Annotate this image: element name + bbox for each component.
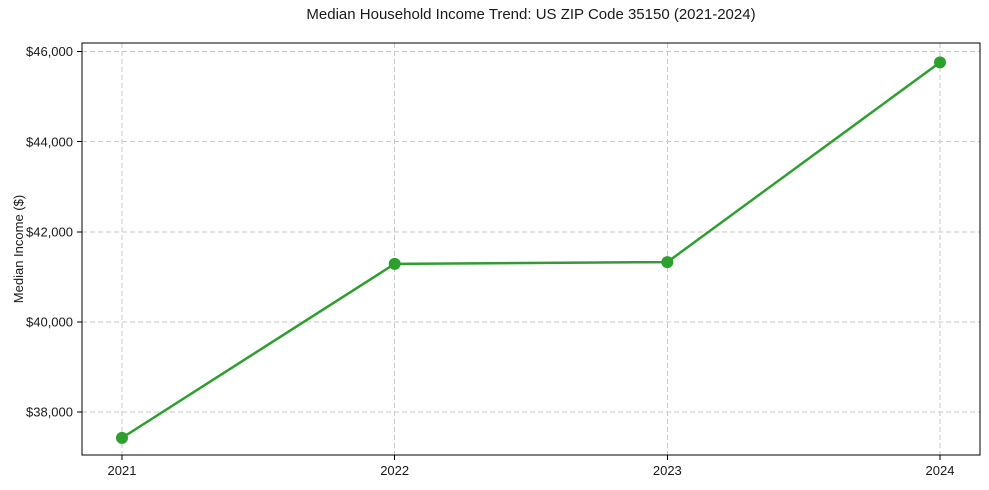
trend-line — [120, 61, 942, 440]
y-tick-label: $42,000 — [26, 224, 73, 239]
y-tick-label: $46,000 — [26, 44, 73, 59]
data-point — [934, 56, 946, 69]
x-tick-label: 2024 — [926, 463, 955, 478]
x-tick-label: 2021 — [108, 463, 137, 478]
y-tick-label: $40,000 — [26, 315, 73, 330]
plot-border — [81, 42, 981, 456]
y-tick-label: $44,000 — [26, 134, 73, 149]
x-tick-label: 2023 — [653, 463, 682, 478]
data-point — [661, 256, 674, 269]
x-tick-label: 2022 — [380, 463, 409, 478]
data-point — [388, 257, 401, 270]
data-point — [116, 431, 128, 444]
y-tick-label: $38,000 — [26, 405, 73, 420]
chart-title: Median Household Income Trend: US ZIP Co… — [306, 6, 756, 23]
